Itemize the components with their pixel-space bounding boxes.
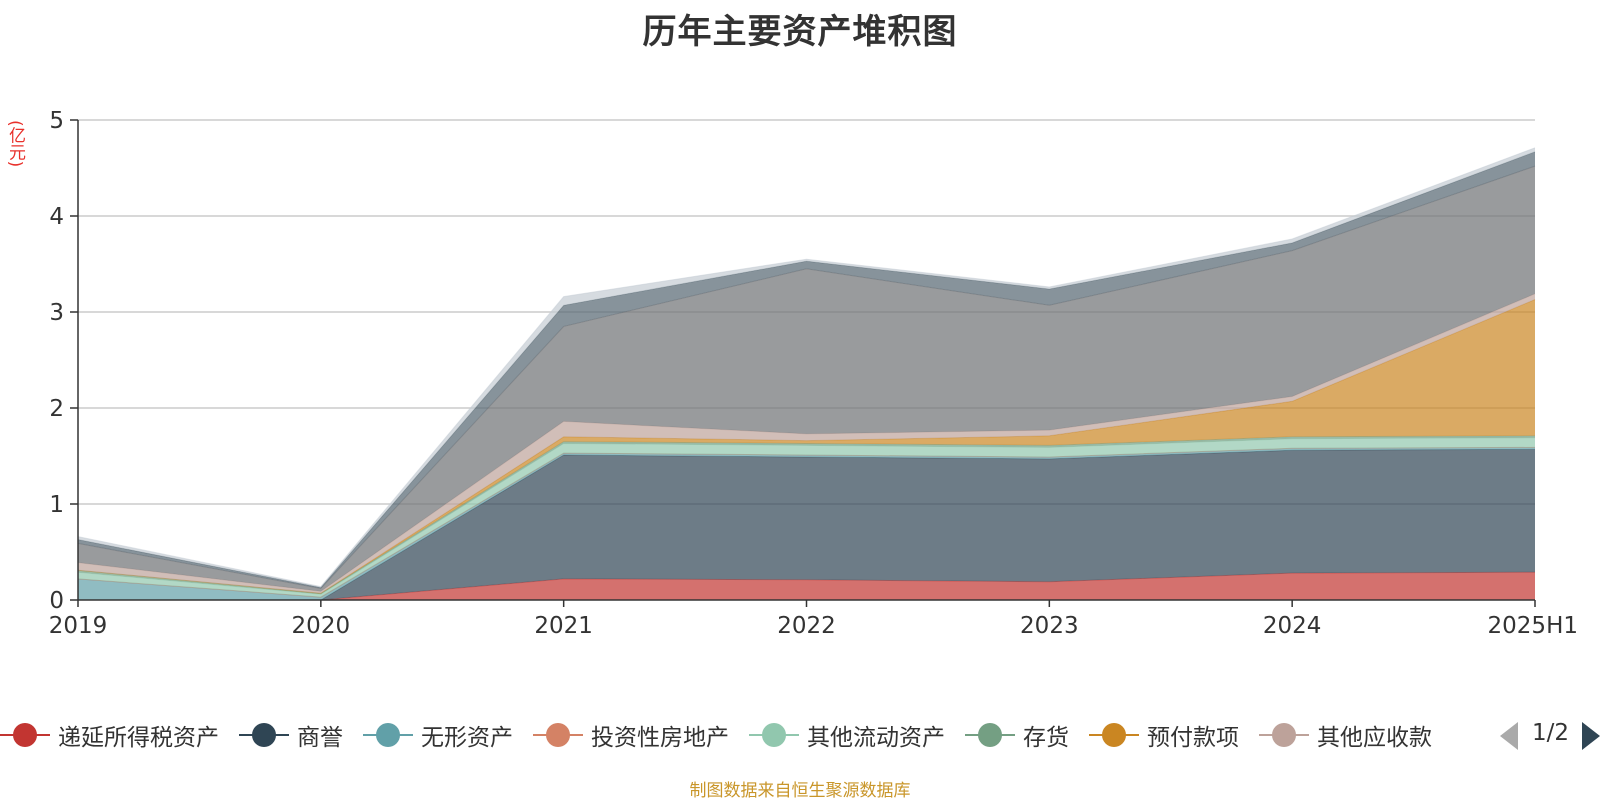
legend-marker-icon: [363, 720, 413, 750]
x-tick-label: 2020: [292, 613, 351, 639]
y-tick-label: 1: [49, 492, 64, 518]
y-tick-label: 5: [49, 108, 64, 134]
stacked-area-chart: 0 1 2 3 4 5 2019 2020 2021 2022 2023 2024 2025H1: [49, 108, 1578, 639]
x-tick-label: 2022: [777, 613, 836, 639]
legend-item[interactable]: 投资性房地产: [533, 718, 729, 752]
legend-marker-icon: [1259, 720, 1309, 750]
legend-marker-icon: [749, 720, 799, 750]
area-商誉: [78, 449, 1535, 600]
legend-item[interactable]: 存货: [965, 718, 1069, 752]
x-tick-label: 2021: [534, 613, 593, 639]
legend-label: 投资性房地产: [591, 725, 729, 751]
legend-label: 递延所得税资产: [58, 725, 219, 751]
area-递延所得税资产: [78, 572, 1535, 600]
y-tick-label: 3: [49, 300, 64, 326]
legend-item[interactable]: 其他流动资产: [749, 718, 945, 752]
data-source-note: 制图数据来自恒生聚源数据库: [689, 781, 911, 801]
legend-prev-arrow-icon[interactable]: [1500, 722, 1518, 750]
legend-pager: 1/2: [1500, 720, 1600, 750]
legend-label: 其他应收款: [1317, 725, 1432, 751]
x-tick-label: 2024: [1263, 613, 1322, 639]
y-tick-label: 0: [49, 588, 64, 614]
y-axis-unit-label: (亿元): [5, 120, 25, 168]
legend-marker-icon: [965, 720, 1015, 750]
legend-items: 递延所得税资产 商誉 无形资产 投资性房地产 其他流动资产 存货 预付款项 其他应收款: [0, 718, 1480, 752]
legend-next-arrow-icon[interactable]: [1582, 722, 1600, 750]
legend: 递延所得税资产 商誉 无形资产 投资性房地产 其他流动资产 存货 预付款项 其他应收款: [0, 718, 1600, 752]
legend-marker-icon: [239, 720, 289, 750]
legend-marker-icon: [0, 720, 50, 750]
legend-item[interactable]: 无形资产: [363, 718, 513, 752]
axes: [70, 119, 1536, 607]
tick-labels: 0 1 2 3 4 5 2019 2020 2021 2022 2023 2024 2025H1: [49, 108, 1578, 639]
legend-label: 预付款项: [1147, 725, 1239, 751]
legend-item[interactable]: 商誉: [239, 718, 343, 752]
legend-item[interactable]: 预付款项: [1089, 718, 1239, 752]
y-tick-label: 4: [49, 204, 64, 230]
legend-item[interactable]: 递延所得税资产: [0, 718, 219, 752]
legend-label: 存货: [1023, 725, 1069, 751]
legend-label: 无形资产: [421, 725, 513, 751]
area-其他资产1: [78, 166, 1535, 592]
legend-item[interactable]: 其他应收款: [1259, 718, 1432, 752]
x-tick-label: 2025H1: [1488, 613, 1578, 639]
legend-marker-icon: [533, 720, 583, 750]
chart-title: 历年主要资产堆积图: [642, 12, 958, 52]
area-edge-其他资产3: [77, 147, 1536, 588]
legend-label: 其他流动资产: [807, 725, 945, 751]
y-tick-label: 2: [49, 396, 64, 422]
legend-label: 商誉: [297, 725, 343, 751]
x-tick-label: 2019: [49, 613, 108, 639]
legend-marker-icon: [1089, 720, 1139, 750]
legend-page-number: 1/2: [1532, 720, 1570, 746]
x-tick-label: 2023: [1020, 613, 1079, 639]
